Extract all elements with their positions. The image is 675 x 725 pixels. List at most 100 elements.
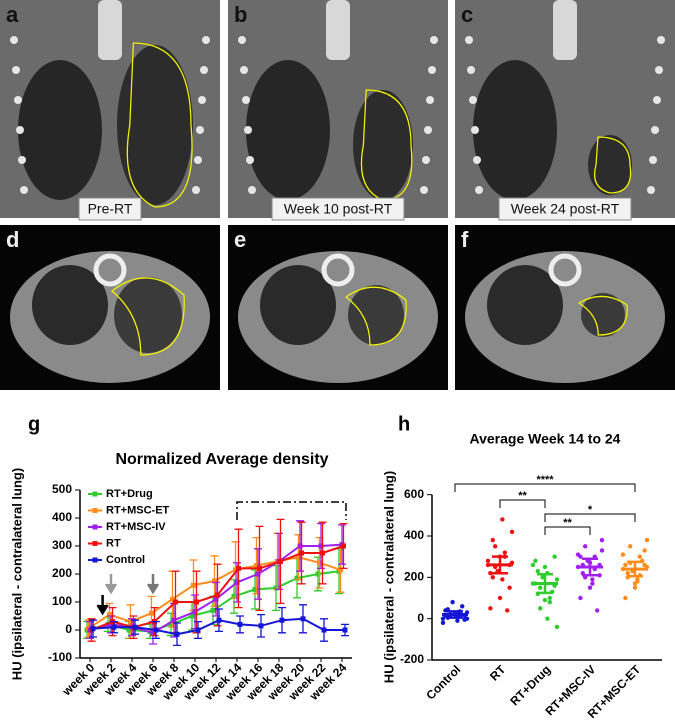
rib [424,126,432,134]
rib [422,156,430,164]
data-point [450,599,455,605]
legend-label: RT [106,537,121,549]
marker [126,627,132,633]
marker [255,571,261,577]
data-point [533,558,538,563]
lung-outline [360,89,413,201]
rib [192,186,200,194]
data-point [538,606,543,611]
lung [581,293,625,337]
error-bar [447,610,463,619]
marker [318,543,324,549]
image-caption: Week 10 post-RT [284,201,393,217]
panel-label: d [6,227,19,252]
legend-marker [92,524,98,530]
y-tick-label: 400 [52,510,72,524]
data-point [554,577,560,582]
legend-marker [92,541,98,546]
y-tick-label: 100 [52,594,72,608]
rib [246,156,254,164]
rib [14,96,22,104]
data-point [597,573,602,578]
significance-label: ** [518,490,527,502]
rib [240,66,248,74]
marker [111,624,117,630]
significance-bracket [544,513,636,522]
rib [244,126,252,134]
marker [192,609,198,615]
image-panel: Week 24 post-RT c [455,0,675,221]
data-point [530,562,536,568]
image-panel: f [455,225,675,390]
data-point [547,595,552,601]
rib [647,186,655,194]
data-point [502,550,507,555]
image-panel: Week 10 post-RT b [228,0,448,221]
marker [153,627,159,633]
rib [649,156,657,164]
marker [299,550,304,556]
marker [132,624,138,630]
rib [651,126,659,134]
y-tick-label: 400 [404,528,424,542]
legend-label: RT+MSC-IV [106,521,166,533]
y-tick-label: 0 [417,611,424,625]
marker [236,565,241,571]
lung [588,135,632,195]
y-axis-label: HU (ipsilateral - contralateral lung) [381,471,396,683]
lung [246,60,330,200]
legend-marker [92,491,98,497]
x-tick-label: RT+Drug [507,662,553,708]
marker [321,627,327,633]
marker [216,617,222,623]
lung [487,265,563,345]
error-bar [537,572,553,595]
data-point [554,624,560,630]
data-point [625,571,630,576]
rib [471,126,479,134]
image-panel: d [0,225,220,390]
y-tick-label: 300 [52,538,72,552]
error-bar [627,560,643,578]
marker [278,558,283,564]
error-bar [492,555,508,575]
marker [212,578,217,584]
marker [342,627,348,633]
x-tick-label: RT [487,662,509,684]
data-point [552,554,557,559]
rib [428,66,436,74]
lung [348,285,404,345]
data-point [637,554,642,559]
lung [18,60,102,200]
panel-label: a [6,2,19,27]
marker [273,585,279,591]
data-point [488,571,493,576]
data-point [642,548,647,553]
marker [279,617,285,623]
rib [196,126,204,134]
spine [98,0,122,60]
legend-marker [92,508,98,513]
rib [465,36,473,44]
lung [114,277,182,353]
significance-bracket [544,526,591,535]
data-point [455,618,460,623]
y-tick-label: 200 [404,570,424,584]
data-point [490,575,495,580]
data-point [632,581,638,586]
significance-label: **** [536,474,554,486]
marker [231,593,237,599]
marker [296,554,301,560]
rib [12,66,20,74]
panel-label: f [461,227,469,252]
data-point [488,606,493,611]
data-point [535,568,540,574]
rib [242,96,250,104]
marker [213,596,219,602]
marker [107,612,112,618]
marker [108,621,114,627]
data-point [583,544,588,549]
rib [20,186,28,194]
data-point [587,585,593,590]
